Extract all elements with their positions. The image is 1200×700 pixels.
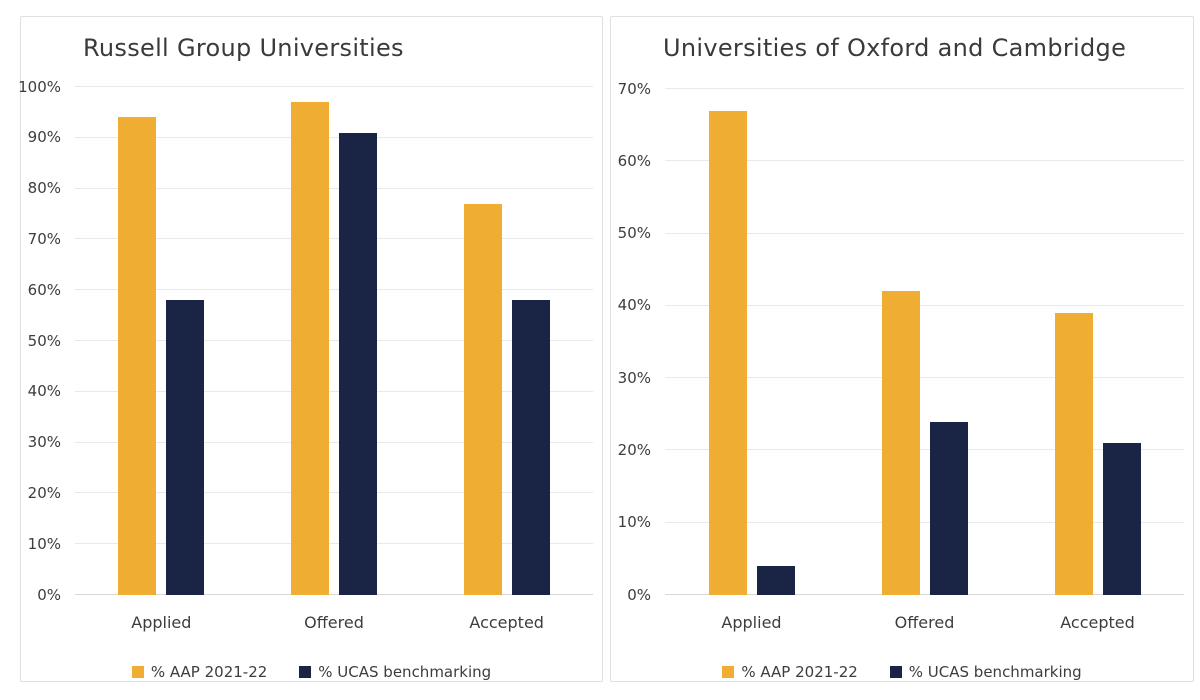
chart-title: Universities of Oxford and Cambridge [663, 34, 1127, 62]
y-tick-label: 0% [627, 585, 651, 604]
x-axis-line: 0% [627, 586, 1184, 604]
y-tick-label: 90% [27, 128, 61, 147]
legend: % AAP 2021-22 % UCAS benchmarking [611, 663, 1193, 681]
y-tick-label: 40% [617, 296, 651, 315]
bar [291, 102, 329, 595]
gridline: 50% [618, 224, 1184, 242]
y-tick-label: 60% [617, 151, 651, 170]
legend-swatch-icon [131, 666, 144, 678]
legend-label: % UCAS benchmarking [318, 663, 492, 681]
y-tick-label: 20% [617, 440, 651, 459]
legend-item: % UCAS benchmarking [889, 663, 1082, 681]
x-axis-label: Accepted [1060, 613, 1135, 632]
bar-groups [665, 89, 1184, 595]
y-tick-label: 30% [617, 368, 651, 387]
chart-title: Russell Group Universities [83, 34, 404, 62]
y-tick-label: 10% [27, 534, 61, 553]
gridline: 20% [28, 484, 593, 502]
legend: % AAP 2021-22 % UCAS benchmarking [21, 663, 602, 681]
legend-label: % AAP 2021-22 [150, 663, 268, 681]
bar [756, 566, 795, 595]
gridline: 40% [28, 382, 593, 400]
bar [929, 421, 968, 595]
y-tick-label: 70% [27, 229, 61, 248]
x-axis-label: Applied [131, 613, 192, 632]
bar [1102, 443, 1141, 595]
bar-group-offered [838, 89, 1011, 595]
gridline: 10% [28, 535, 593, 553]
x-axis-label: Applied [721, 613, 782, 632]
x-axis-labels: Applied Offered Accepted [665, 613, 1184, 632]
bar [463, 203, 502, 595]
x-axis-labels: Applied Offered Accepted [75, 613, 593, 632]
bar-groups [75, 87, 593, 595]
legend-swatch-icon [889, 666, 902, 678]
gridline: 30% [618, 369, 1184, 387]
x-axis-label: Offered [894, 613, 955, 632]
gridline: 100% [18, 78, 593, 96]
plot-area: 0% 10% 20% 30% 40% 50% 60% 70% 80% 90% 100% [18, 78, 593, 604]
legend-item: % AAP 2021-22 [722, 663, 858, 681]
y-tick-label: 20% [27, 483, 61, 502]
y-tick-label: 10% [617, 513, 651, 532]
legend-label: % UCAS benchmarking [908, 663, 1082, 681]
bar [708, 110, 747, 595]
legend-swatch-icon [722, 666, 735, 678]
bar [166, 300, 205, 595]
bar [1054, 313, 1093, 595]
gridline: 90% [28, 128, 593, 146]
chart-card-oxford-cambridge: Universities of Oxford and Cambridge 0% 1… [610, 16, 1194, 682]
plot-area: 0% 10% 20% 30% 40% 50% 60% 70% [618, 80, 1184, 604]
x-axis-label: Offered [304, 613, 364, 632]
x-axis-label: Accepted [469, 613, 544, 632]
bar-group-accepted [420, 87, 593, 595]
bar [118, 117, 157, 595]
gridline: 20% [618, 441, 1184, 459]
legend-swatch-icon [299, 666, 312, 678]
bar-group-applied [75, 87, 248, 595]
gridline: 60% [28, 281, 593, 299]
bar [511, 300, 550, 595]
gridline: 50% [28, 332, 593, 350]
gridline: 70% [618, 80, 1184, 98]
gridline: 60% [618, 152, 1184, 170]
gridline: 40% [618, 296, 1184, 314]
y-tick-label: 50% [27, 331, 61, 350]
bar [881, 291, 920, 595]
gridline: 70% [28, 230, 593, 248]
chart-card-russell-group: Russell Group Universities 0% 10% 20% 30% 40… [18, 16, 603, 682]
y-tick-label: 60% [27, 280, 61, 299]
legend-item: % UCAS benchmarking [299, 663, 491, 681]
gridline: 80% [28, 179, 593, 197]
bar-group-offered [248, 87, 421, 595]
gridline: 10% [618, 513, 1184, 531]
x-axis-line: 0% [37, 586, 593, 604]
y-tick-label: 50% [617, 224, 651, 243]
y-tick-label: 70% [617, 79, 651, 98]
y-tick-label: 80% [27, 179, 61, 198]
y-tick-label: 0% [37, 585, 61, 604]
y-tick-label: 100% [18, 77, 61, 96]
bar-group-applied [665, 89, 838, 595]
gridline: 30% [28, 433, 593, 451]
y-tick-label: 30% [27, 433, 61, 452]
bar-group-accepted [1011, 89, 1184, 595]
legend-label: % AAP 2021-22 [741, 663, 858, 681]
legend-item: % AAP 2021-22 [131, 663, 268, 681]
bar [339, 132, 377, 595]
y-tick-label: 40% [27, 382, 61, 401]
